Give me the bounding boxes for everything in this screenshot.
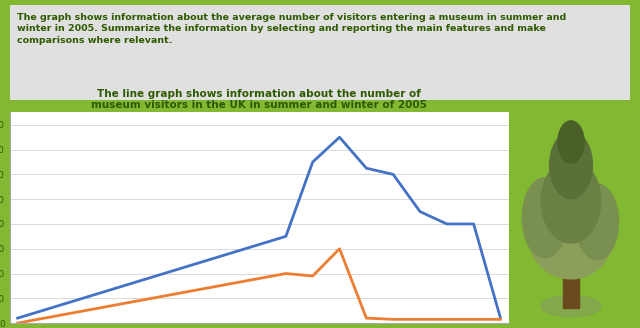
Winter: [497, 318, 504, 321]
Title: The line graph shows information about the number of
museum visitors in the UK i: The line graph shows information about t…: [91, 89, 427, 110]
Summer: [443, 222, 451, 226]
Summer: [282, 235, 290, 238]
Winter: [389, 318, 397, 321]
Winter: [309, 274, 317, 278]
Winter: [282, 272, 290, 276]
Summer: [497, 316, 504, 320]
Ellipse shape: [541, 159, 601, 243]
Line: Summer: Summer: [18, 137, 500, 318]
Summer: [336, 135, 344, 139]
Winter: [416, 318, 424, 321]
Summer: [470, 222, 477, 226]
Ellipse shape: [558, 121, 584, 163]
Winter: [443, 318, 451, 321]
Ellipse shape: [522, 178, 568, 258]
Summer: [309, 160, 317, 164]
Winter: [362, 316, 370, 320]
Line: Winter: Winter: [18, 249, 500, 323]
Summer: [362, 166, 370, 170]
Summer: [416, 210, 424, 214]
Summer: [389, 173, 397, 176]
Winter: [470, 318, 477, 321]
Ellipse shape: [528, 190, 614, 279]
Winter: [14, 321, 22, 325]
Ellipse shape: [541, 296, 601, 317]
Text: The graph shows information about the average number of visitors entering a muse: The graph shows information about the av…: [17, 12, 566, 45]
Bar: [563, 262, 579, 308]
Winter: [336, 247, 344, 251]
Ellipse shape: [576, 184, 618, 260]
Summer: [14, 316, 22, 320]
Ellipse shape: [550, 132, 593, 199]
